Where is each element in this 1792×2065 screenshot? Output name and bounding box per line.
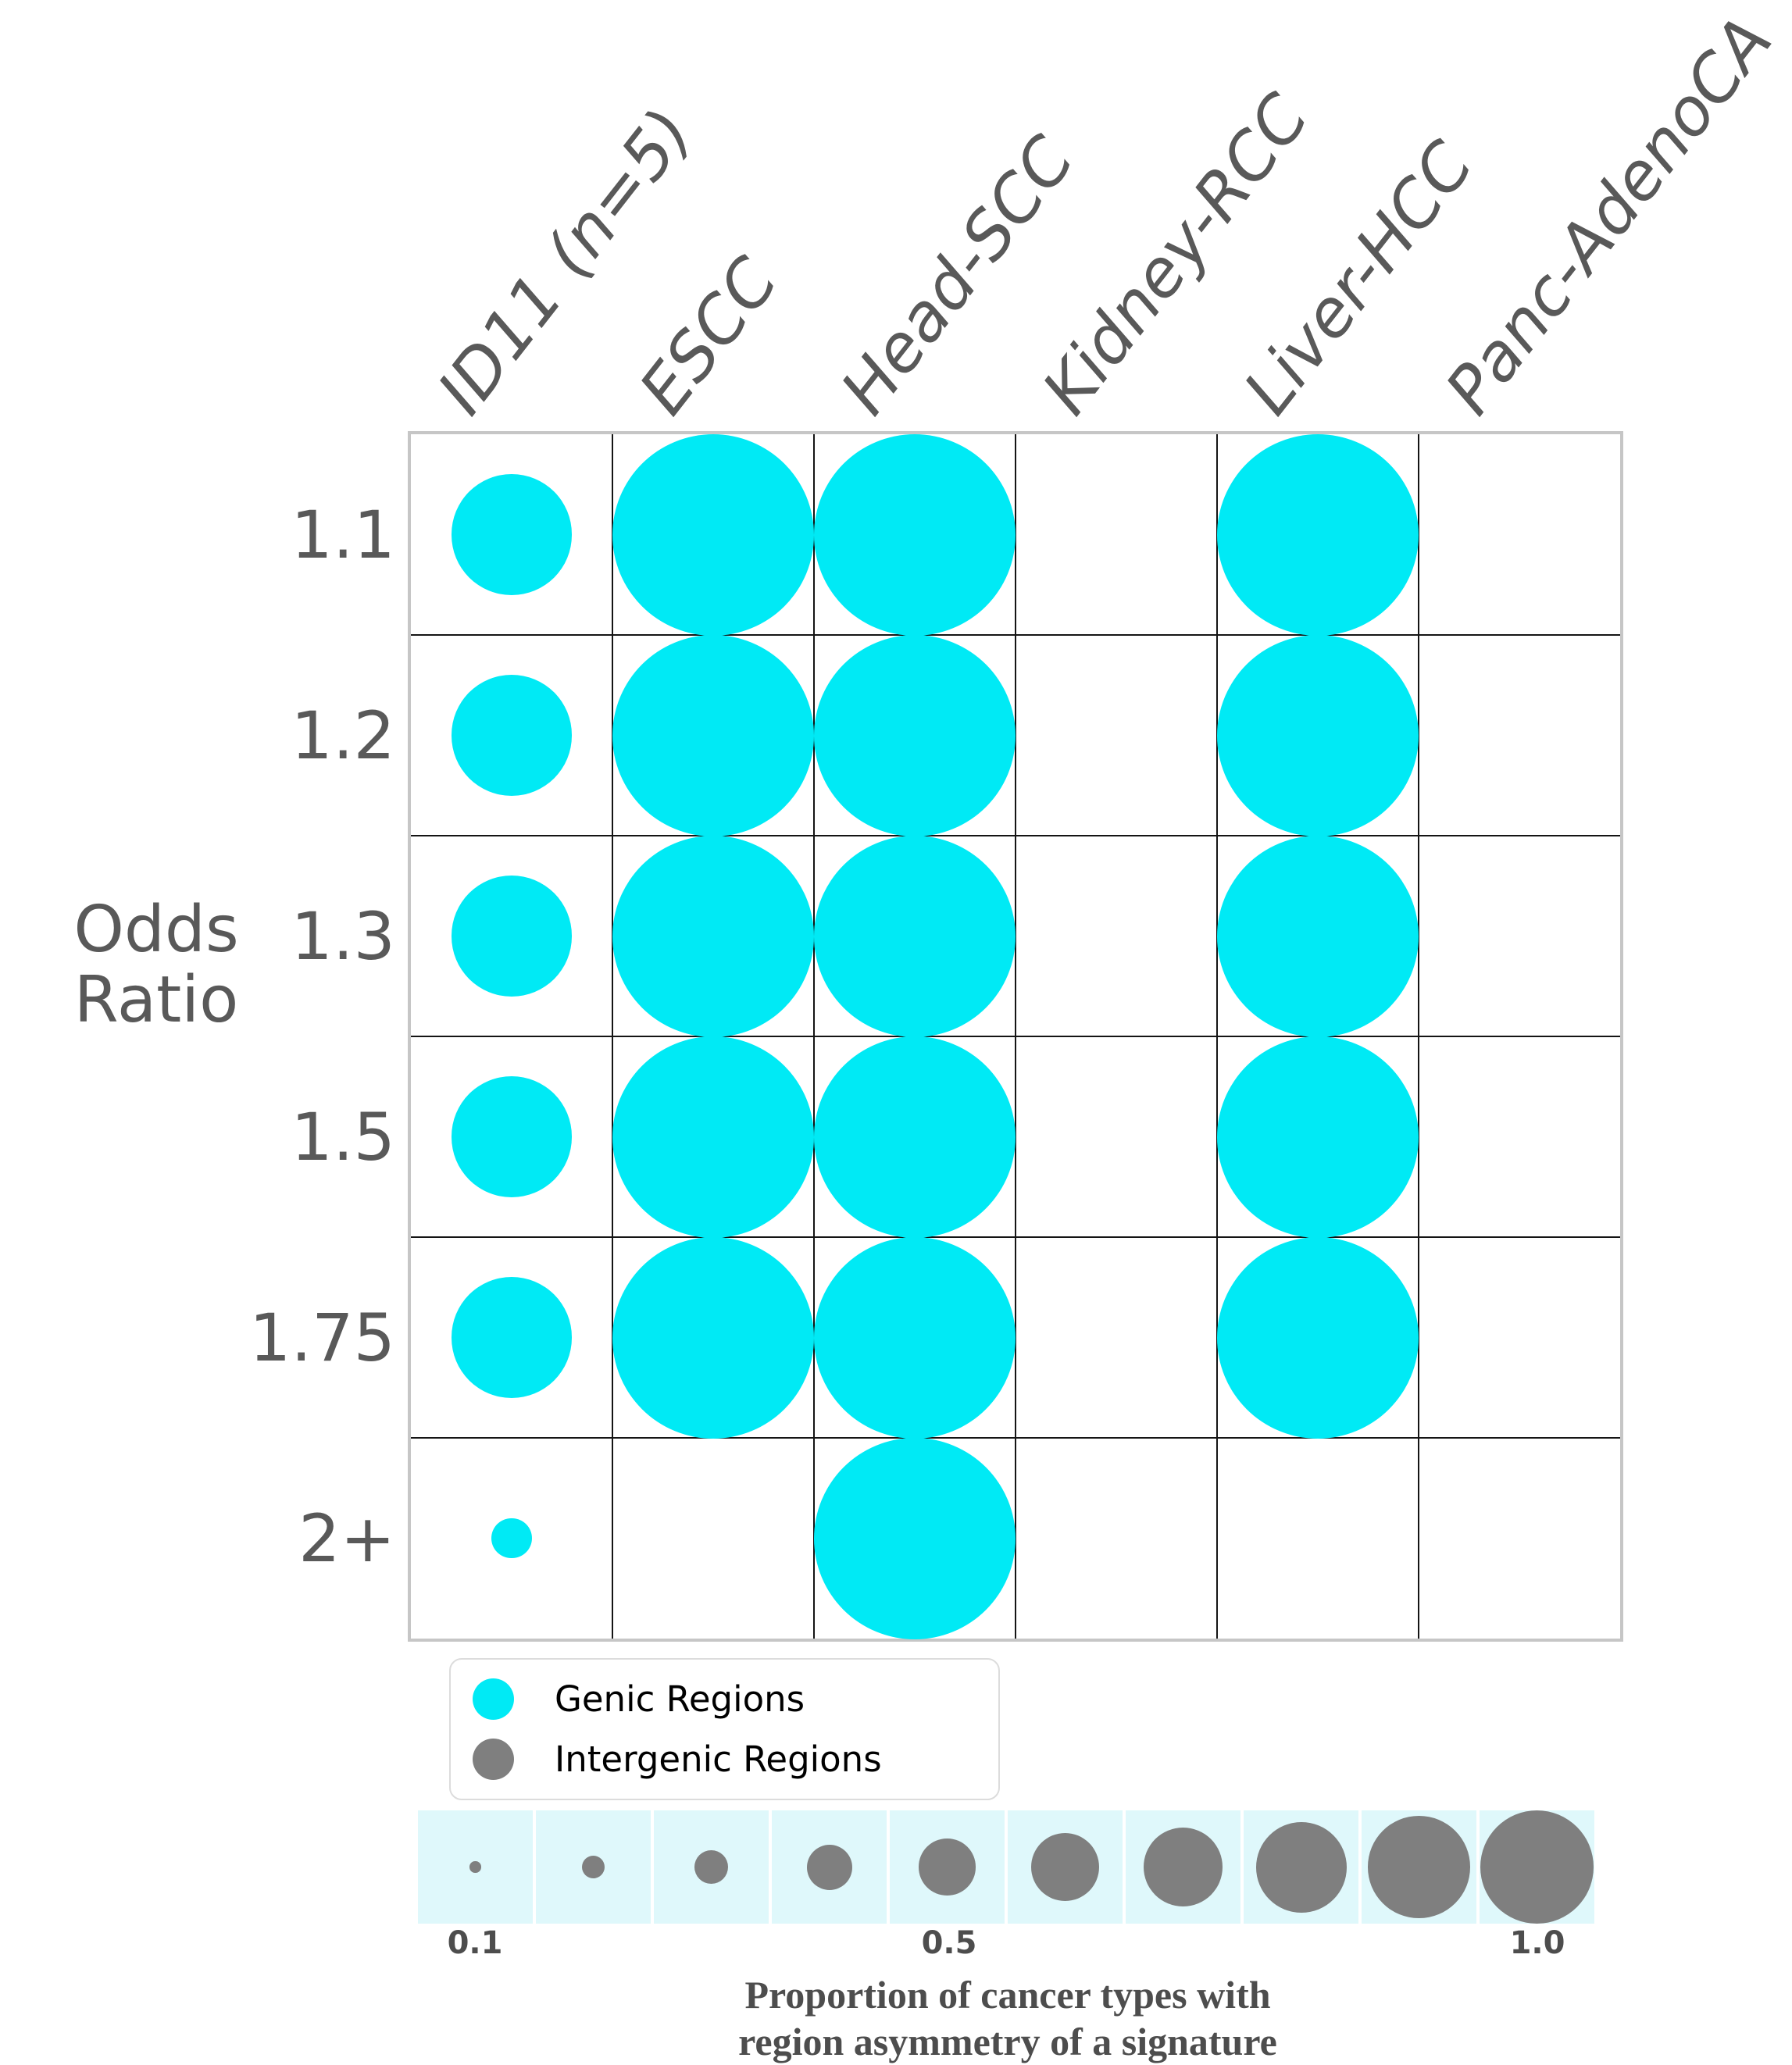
genic-bubble-1.75-ESCC — [612, 1236, 814, 1439]
size-legend-cell-0.8 — [1244, 1810, 1358, 1924]
genic-bubble-1.75-ID11 (n=5) — [451, 1277, 573, 1398]
size-tick-0.1: 0.1 — [447, 1925, 503, 1961]
size-legend-dot-0.6 — [1031, 1833, 1099, 1901]
row-label-1.5: 1.5 — [291, 1098, 395, 1175]
legend-label-intergenic: Intergenic Regions — [555, 1738, 882, 1780]
size-legend-dot-0.9 — [1368, 1816, 1470, 1918]
column-header-Liver-HCC: Liver-HCC — [1229, 127, 1488, 429]
size-legend-cell-0.7 — [1126, 1810, 1240, 1924]
row-label-1.75: 1.75 — [248, 1299, 395, 1376]
legend-item-intergenic: Intergenic Regions — [451, 1739, 998, 1780]
genic-bubble-1.1-ESCC — [612, 433, 814, 636]
legend-box: Genic Regions Intergenic Regions — [449, 1658, 1000, 1800]
size-legend-dot-0.5 — [919, 1839, 976, 1896]
genic-bubble-2+-Head-SCC — [814, 1437, 1016, 1639]
genic-bubble-1.75-Head-SCC — [814, 1236, 1016, 1439]
genic-bubble-1.1-Liver-HCC — [1217, 433, 1419, 636]
size-legend-cell-0.2 — [536, 1810, 651, 1924]
size-legend-cell-0.5 — [890, 1810, 1005, 1924]
genic-bubble-1.3-Liver-HCC — [1217, 835, 1419, 1037]
genic-bubble-1.75-Liver-HCC — [1217, 1236, 1419, 1439]
size-legend-dot-0.3 — [694, 1849, 729, 1885]
grid-line-horizontal — [411, 634, 1620, 636]
legend-item-genic: Genic Regions — [451, 1678, 998, 1720]
size-tick-0.5: 0.5 — [921, 1925, 977, 1961]
grid-line-horizontal — [411, 1036, 1620, 1037]
size-legend-cell-0.1 — [418, 1810, 533, 1924]
size-legend-cell-0.9 — [1362, 1810, 1476, 1924]
bubble-matrix-plot-area — [408, 431, 1623, 1642]
size-legend-cell-1 — [1480, 1810, 1594, 1924]
size-legend-cell-0.3 — [654, 1810, 769, 1924]
genic-marker-icon — [473, 1678, 514, 1720]
grid-line-horizontal — [411, 1236, 1620, 1238]
genic-bubble-1.2-Head-SCC — [814, 634, 1016, 836]
column-header-Head-SCC: Head-SCC — [826, 122, 1089, 429]
intergenic-marker-icon — [473, 1739, 514, 1780]
y-axis-label-line2: Ratio — [73, 963, 239, 1037]
genic-bubble-1.2-ESCC — [612, 634, 814, 836]
row-label-2+: 2+ — [298, 1500, 395, 1577]
caption-line2: region asymmetry of a signature — [738, 2020, 1277, 2063]
y-axis-label: Odds Ratio — [27, 895, 285, 1036]
legend-label-genic: Genic Regions — [555, 1678, 805, 1720]
grid-line-horizontal — [411, 1437, 1620, 1439]
size-legend-dot-0.7 — [1143, 1827, 1223, 1907]
genic-bubble-2+-ID11 (n=5) — [491, 1518, 532, 1559]
genic-bubble-1.5-ESCC — [612, 1036, 814, 1238]
size-legend-caption: Proportion of cancer types with region a… — [504, 1971, 1512, 2065]
genic-bubble-1.5-Head-SCC — [814, 1036, 1016, 1238]
grid-line-horizontal — [411, 835, 1620, 836]
size-legend-dot-1 — [1480, 1810, 1594, 1924]
genic-bubble-1.1-ID11 (n=5) — [451, 474, 573, 595]
size-legend-cell-0.6 — [1008, 1810, 1123, 1924]
caption-line1: Proportion of cancer types with — [744, 1973, 1271, 2017]
genic-bubble-1.3-ID11 (n=5) — [451, 876, 573, 997]
genic-bubble-1.5-ID11 (n=5) — [451, 1076, 573, 1197]
column-header-ESCC: ESCC — [624, 243, 793, 429]
genic-bubble-1.1-Head-SCC — [814, 433, 1016, 636]
column-header-Kidney-RCC: Kidney-RCC — [1027, 80, 1323, 429]
y-axis-label-line1: Odds — [73, 893, 239, 967]
size-legend-strip — [418, 1810, 1594, 1924]
size-legend-cell-0.4 — [772, 1810, 887, 1924]
genic-bubble-1.2-Liver-HCC — [1217, 634, 1419, 836]
column-header-ID11 (n=5): ID11 (n=5) — [423, 95, 708, 429]
size-legend-dot-0.2 — [582, 1856, 605, 1878]
row-label-1.2: 1.2 — [291, 697, 395, 774]
size-legend-dot-0.4 — [806, 1844, 852, 1890]
size-tick-1.0: 1.0 — [1509, 1925, 1565, 1961]
genic-bubble-1.2-ID11 (n=5) — [451, 675, 573, 796]
column-header-Panc-AdenoCA: Panc-AdenoCA — [1430, 2, 1787, 429]
row-label-1.1: 1.1 — [291, 496, 395, 573]
genic-bubble-1.3-ESCC — [612, 835, 814, 1037]
size-legend-dot-0.1 — [469, 1861, 481, 1873]
genic-bubble-1.3-Head-SCC — [814, 835, 1016, 1037]
genic-bubble-1.5-Liver-HCC — [1217, 1036, 1419, 1238]
size-legend-dot-0.8 — [1255, 1821, 1347, 1913]
